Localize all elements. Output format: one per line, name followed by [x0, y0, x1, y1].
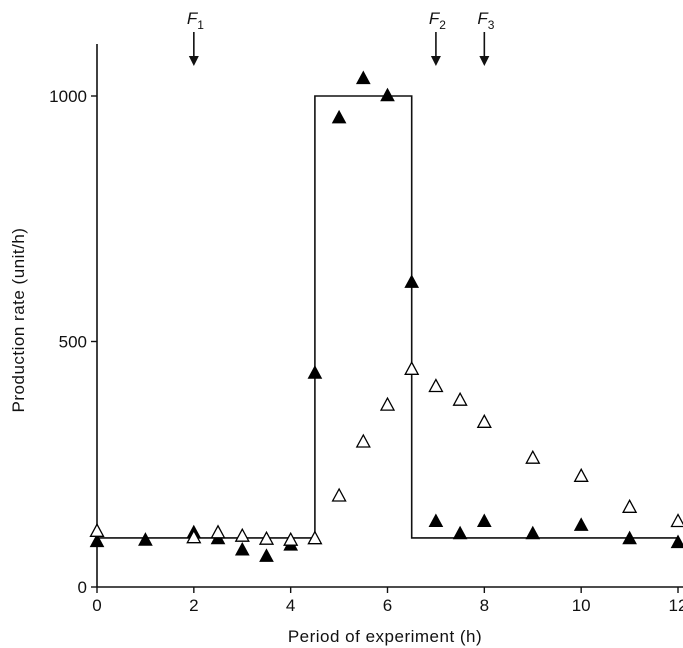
- open-triangle-point: [186, 529, 202, 544]
- y-tick-label: 500: [59, 333, 87, 352]
- open-triangle-point: [476, 413, 492, 428]
- filled-triangle-point: [259, 548, 274, 562]
- open-triangle-point: [452, 391, 468, 406]
- x-tick-label: 0: [92, 596, 101, 615]
- fault-marker-f2: F2: [429, 9, 446, 66]
- y-tick-label: 1000: [49, 87, 87, 106]
- open-triangle-point: [622, 498, 638, 513]
- open-triangle-point: [331, 487, 347, 502]
- open-triangle-point: [283, 531, 299, 546]
- axes: [96, 44, 683, 588]
- open-triangle-point: [89, 522, 105, 537]
- x-tick-label: 10: [572, 596, 591, 615]
- open-triangle-point: [525, 449, 541, 464]
- open-triangle-point: [404, 360, 420, 375]
- fault-annotations: F1 F2 F3: [187, 9, 495, 66]
- x-tick-label: 8: [480, 596, 489, 615]
- x-tick-label: 6: [383, 596, 392, 615]
- arrowhead-icon: [188, 56, 199, 66]
- fault-marker-label: F3: [477, 9, 494, 32]
- axis-ticks: 0 2 4 6 8 10 12 0 500 1000: [49, 87, 683, 615]
- open-triangle-point: [234, 527, 250, 542]
- fault-marker-label: F2: [429, 9, 446, 32]
- arrowhead-icon: [479, 56, 490, 66]
- arrowhead-icon: [430, 56, 441, 66]
- input-step-function: [97, 95, 678, 539]
- filled-triangle-point: [307, 365, 323, 379]
- filled-triangle-point: [234, 541, 250, 556]
- fault-marker-f3: F3: [477, 9, 495, 66]
- filled-triangle-point: [525, 525, 541, 540]
- open-triangle-point: [670, 513, 683, 528]
- filled-triangle-point: [89, 533, 105, 548]
- x-tick-label: 2: [189, 596, 198, 615]
- filled-triangle-point: [670, 534, 683, 549]
- open-triangle-point: [210, 524, 226, 539]
- open-triangle-point: [573, 467, 589, 482]
- y-tick-label: 0: [78, 578, 87, 597]
- open-triangle-point: [379, 396, 396, 411]
- filled-triangle-point: [452, 525, 468, 540]
- filled-triangle-point: [476, 513, 492, 527]
- open-triangle-point: [355, 433, 371, 448]
- filled-triangle-point: [138, 532, 153, 546]
- filled-triangle-point: [573, 517, 589, 531]
- fault-marker-label: F1: [187, 9, 204, 32]
- fault-marker-f1: F1: [187, 9, 204, 66]
- x-tick-label: 4: [286, 596, 295, 615]
- y-axis-title: Production rate (unit/h): [9, 228, 28, 413]
- filled-triangle-point: [380, 87, 395, 102]
- filled-triangle-point: [428, 513, 444, 527]
- step-line: [97, 95, 678, 539]
- x-axis-title: Period of experiment (h): [288, 627, 482, 646]
- open-triangle-point: [258, 530, 275, 545]
- filled-triangle-point: [331, 109, 347, 124]
- data-markers: [89, 70, 683, 562]
- open-triangle-point: [428, 378, 444, 393]
- filled-triangle-point: [622, 530, 637, 545]
- x-tick-label: 12: [669, 596, 683, 615]
- filled-triangle-point: [404, 274, 420, 288]
- filled-triangle-point: [355, 70, 371, 85]
- open-triangle-point: [307, 530, 323, 545]
